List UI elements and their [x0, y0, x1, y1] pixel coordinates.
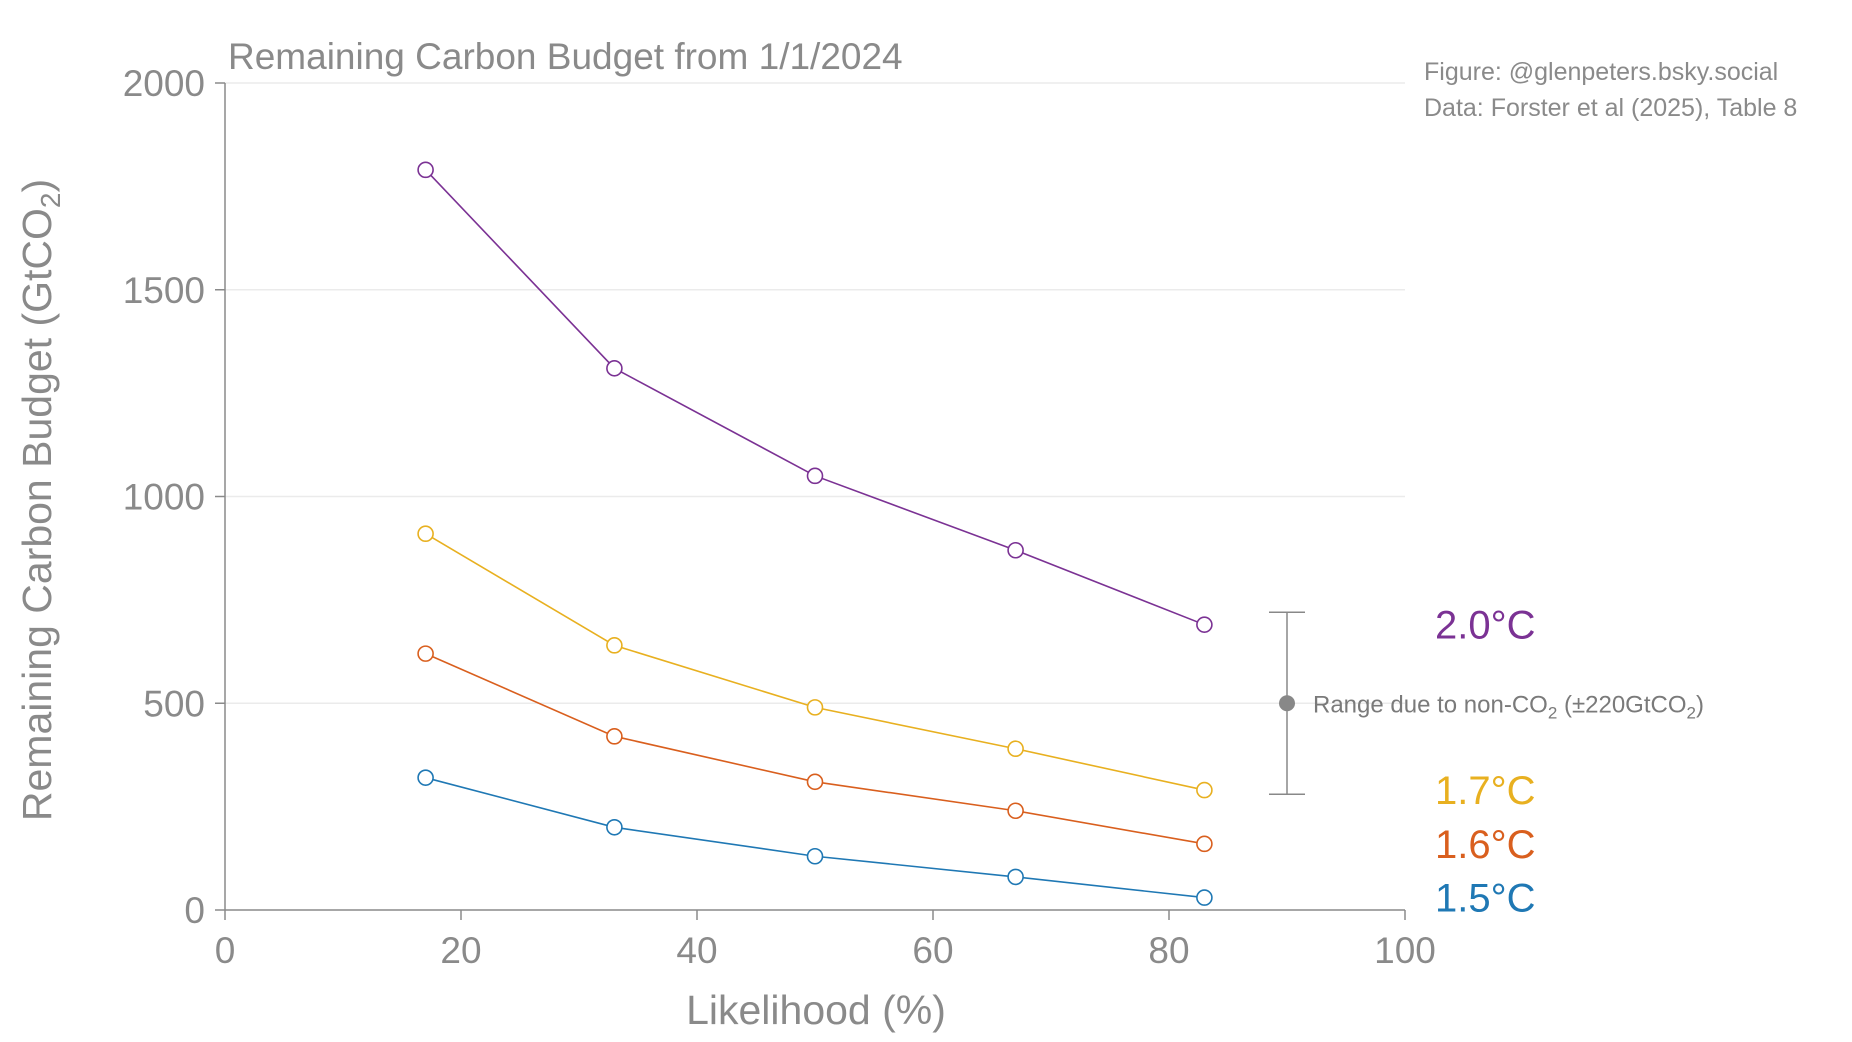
data-point — [606, 637, 623, 654]
y-tick-label: 500 — [143, 683, 205, 724]
x-tick-label: 20 — [440, 930, 481, 971]
data-point — [417, 769, 434, 786]
x-tick-label: 80 — [1148, 930, 1189, 971]
data-point — [806, 847, 824, 865]
series-label: 2.0°C — [1435, 604, 1536, 648]
data-point — [1196, 781, 1213, 799]
y-axis-label: Remaining Carbon Budget (GtCO2) — [14, 179, 66, 821]
range-label-part: 2 — [1548, 703, 1557, 722]
data-point — [417, 525, 434, 543]
x-tick-label: 0 — [215, 930, 236, 971]
data-point — [606, 818, 623, 836]
range-center-dot — [1279, 695, 1295, 712]
non-co2-range-annotation: Range due to non-CO2 (±220GtCO2) — [1269, 611, 1704, 795]
series-1.5°C — [417, 769, 1213, 906]
data-point — [806, 773, 824, 791]
x-axis-label: Likelihood (%) — [686, 987, 946, 1033]
data-point — [806, 699, 824, 716]
y-axis-label-close: ) — [14, 179, 60, 193]
data-point — [417, 161, 434, 179]
gridlines — [225, 82, 1405, 704]
range-label-part: ) — [1696, 691, 1704, 718]
range-label-part: 2 — [1687, 703, 1696, 722]
series-label: 1.7°C — [1435, 769, 1536, 813]
x-tick-label: 100 — [1374, 930, 1436, 971]
series-line — [425, 776, 1205, 899]
series-label: 1.6°C — [1435, 823, 1536, 867]
range-label: Range due to non-CO2 (±220GtCO2) — [1313, 691, 1704, 722]
series-label: 1.5°C — [1435, 877, 1536, 921]
axes: 0 500 1000 1500 2000 0 20 40 60 80 100 — [123, 63, 1436, 971]
series-1.7°C — [417, 525, 1213, 799]
data-point — [417, 645, 434, 662]
series-line — [425, 652, 1205, 845]
y-tick-label: 1500 — [123, 270, 205, 311]
y-axis-label-main: Remaining Carbon Budget (GtCO — [14, 208, 60, 821]
series-2.0°C — [417, 161, 1213, 633]
data-point — [1196, 616, 1213, 633]
range-label-part: Range due to non-CO — [1313, 691, 1548, 718]
chart-title: Remaining Carbon Budget from 1/1/2024 — [228, 36, 903, 77]
x-tick-label: 60 — [912, 930, 953, 971]
data-point — [1007, 541, 1024, 559]
data-point — [606, 360, 623, 377]
range-label-part: (±220GtCO — [1557, 691, 1686, 718]
y-tick-label: 2000 — [123, 63, 205, 104]
data-point — [1196, 889, 1213, 906]
y-tick-label: 1000 — [123, 477, 205, 518]
x-tick-label: 40 — [676, 930, 717, 971]
data-point — [1007, 868, 1024, 886]
series-1.6°C — [417, 645, 1213, 853]
data-point — [1196, 835, 1213, 853]
y-axis-label-subscript: 2 — [35, 193, 66, 209]
series-group — [417, 161, 1213, 906]
figure-credit: Figure: @glenpeters.bsky.social — [1424, 58, 1779, 86]
series-labels: 2.0°C 1.7°C 1.6°C 1.5°C — [1435, 604, 1536, 921]
data-point — [806, 467, 824, 485]
y-tick-label: 0 — [184, 890, 205, 931]
data-point — [1007, 740, 1024, 758]
series-line — [425, 169, 1205, 626]
data-credit: Data: Forster et al (2025), Table 8 — [1424, 94, 1798, 122]
series-line — [425, 533, 1205, 791]
data-point — [1007, 802, 1024, 820]
data-point — [606, 728, 623, 745]
